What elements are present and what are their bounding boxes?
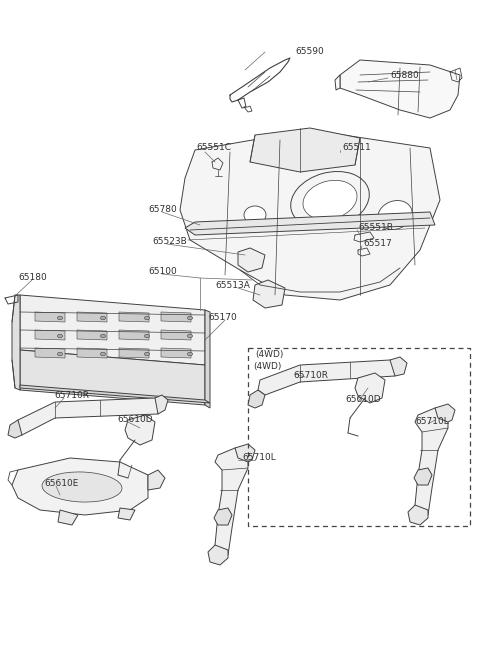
Polygon shape	[161, 312, 191, 322]
Ellipse shape	[188, 334, 192, 338]
Text: 65100: 65100	[148, 267, 177, 276]
Polygon shape	[12, 295, 20, 390]
Text: 65610E: 65610E	[44, 479, 78, 489]
Polygon shape	[155, 395, 168, 414]
Polygon shape	[118, 508, 135, 520]
Polygon shape	[414, 468, 432, 485]
Polygon shape	[125, 415, 155, 445]
Polygon shape	[253, 280, 285, 308]
Text: 65523B: 65523B	[152, 238, 187, 246]
Ellipse shape	[188, 316, 192, 320]
Ellipse shape	[100, 316, 106, 320]
Polygon shape	[35, 312, 65, 322]
Polygon shape	[35, 348, 65, 358]
Polygon shape	[20, 295, 205, 365]
Polygon shape	[35, 330, 65, 340]
Ellipse shape	[100, 352, 106, 356]
Polygon shape	[248, 390, 265, 408]
Ellipse shape	[58, 316, 62, 320]
Polygon shape	[250, 128, 360, 172]
Text: 65513A: 65513A	[215, 282, 250, 291]
Polygon shape	[208, 545, 228, 565]
Polygon shape	[12, 458, 148, 515]
Ellipse shape	[144, 334, 149, 338]
Text: 65517: 65517	[363, 240, 392, 248]
Polygon shape	[119, 330, 149, 340]
Text: 65170: 65170	[208, 314, 237, 322]
Polygon shape	[77, 312, 107, 322]
Polygon shape	[20, 385, 210, 403]
Text: 65710R: 65710R	[54, 392, 89, 400]
Polygon shape	[340, 60, 460, 118]
Ellipse shape	[100, 334, 106, 338]
Polygon shape	[15, 398, 162, 435]
Text: 65551C: 65551C	[196, 143, 231, 153]
Polygon shape	[238, 248, 265, 272]
Polygon shape	[235, 444, 255, 462]
Ellipse shape	[291, 172, 369, 229]
Polygon shape	[355, 373, 385, 403]
Text: 65710L: 65710L	[242, 453, 276, 462]
Text: 65610D: 65610D	[345, 396, 381, 405]
Polygon shape	[119, 348, 149, 358]
Text: 65590: 65590	[295, 48, 324, 56]
Polygon shape	[77, 348, 107, 358]
Ellipse shape	[58, 334, 62, 338]
Polygon shape	[258, 360, 398, 395]
Polygon shape	[161, 348, 191, 358]
Ellipse shape	[244, 206, 266, 224]
Polygon shape	[390, 357, 407, 376]
Polygon shape	[205, 310, 210, 408]
Text: 65610D: 65610D	[117, 415, 153, 424]
Polygon shape	[148, 470, 165, 490]
Polygon shape	[58, 510, 78, 525]
Polygon shape	[119, 312, 149, 322]
Ellipse shape	[303, 180, 357, 219]
Bar	[248, 348, 470, 526]
Text: 65780: 65780	[148, 206, 177, 214]
Text: 65551B: 65551B	[358, 223, 393, 233]
Text: 65710L: 65710L	[415, 417, 449, 426]
Polygon shape	[161, 330, 191, 340]
Ellipse shape	[378, 200, 412, 229]
Polygon shape	[215, 448, 248, 558]
Polygon shape	[415, 408, 448, 518]
Ellipse shape	[58, 352, 62, 356]
Polygon shape	[408, 505, 428, 525]
Ellipse shape	[144, 316, 149, 320]
Polygon shape	[435, 404, 455, 422]
Polygon shape	[77, 330, 107, 340]
Text: 65710R: 65710R	[293, 371, 328, 379]
Ellipse shape	[144, 352, 149, 356]
Text: 65511: 65511	[342, 143, 371, 153]
Polygon shape	[214, 508, 232, 525]
Polygon shape	[180, 130, 440, 300]
Ellipse shape	[42, 472, 122, 502]
Text: 65180: 65180	[18, 274, 47, 282]
Text: (4WD): (4WD)	[255, 350, 283, 360]
Text: (4WD): (4WD)	[253, 362, 281, 371]
Ellipse shape	[188, 352, 192, 356]
Text: 65880: 65880	[390, 71, 419, 79]
Polygon shape	[185, 212, 435, 235]
Polygon shape	[335, 75, 340, 90]
Polygon shape	[8, 420, 22, 438]
Polygon shape	[20, 350, 205, 405]
